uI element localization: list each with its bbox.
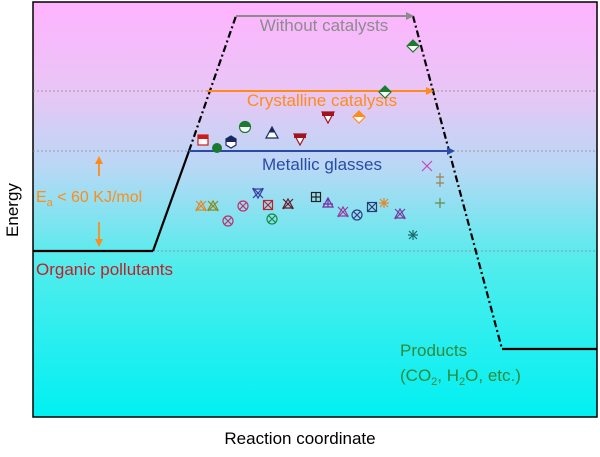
marker-double-plus-tan [436, 173, 444, 187]
y-axis-label: Energy [3, 183, 22, 237]
marker-circle-x-pink-2 [237, 200, 249, 212]
marker-asterisk-teal [408, 230, 418, 240]
marker-triangle-up-navy [264, 125, 280, 139]
products-label: Products [400, 341, 467, 360]
marker-triangle-down-red [320, 111, 336, 125]
descending-line [411, 15, 504, 350]
marker-circle-x-navy [351, 209, 363, 221]
marker-circle-green-2 [212, 143, 222, 153]
ascending-catalyzed-line [151, 150, 191, 252]
marker-triangle-x-purple [336, 205, 350, 218]
plot-background [32, 1, 598, 418]
marker-x-triangle-purple [393, 207, 407, 220]
marker-triangle-down-red-2 [292, 133, 308, 147]
ascending-uncatalyzed-line [187, 15, 238, 152]
metallic-glass-markers [194, 160, 445, 240]
marker-diamond-orange [352, 110, 366, 124]
ea-label: Ea < 60 KJ/mol [36, 189, 142, 209]
crystalline-catalysts-label: Crystalline catalysts [247, 91, 397, 110]
marker-hexagon-navy [225, 135, 237, 149]
marker-circle-x-green [266, 213, 278, 225]
marker-square-x-red [262, 199, 274, 211]
marker-square-plus-black [310, 191, 322, 203]
marker-square-x-navy [366, 201, 378, 213]
marker-x-triangle-maroon [281, 197, 295, 210]
marker-triangle-plus-purple [321, 196, 335, 208]
marker-x-triangle-olive [206, 199, 220, 212]
marker-x-triangle-navy [251, 187, 265, 200]
marker-diamond-green-2 [378, 85, 392, 99]
reactants-label: Organic pollutants [36, 260, 173, 279]
x-axis-label: Reaction coordinate [224, 429, 375, 448]
marker-x-triangle-orange [194, 199, 208, 212]
marker-diamond-green [406, 39, 420, 53]
crystalline-markers [197, 39, 420, 153]
metallic-glasses-label: Metallic glasses [262, 155, 382, 174]
products-formula-label: (CO2, H2O, etc.) [400, 366, 521, 388]
marker-circle-green [238, 120, 252, 134]
marker-plus-olive [435, 198, 445, 208]
without-catalysts-label: Without catalysts [260, 16, 389, 35]
marker-x-magenta [421, 160, 433, 172]
marker-star-orange [379, 198, 389, 208]
marker-circle-x-pink [222, 215, 234, 227]
marker-square-red [197, 134, 209, 146]
